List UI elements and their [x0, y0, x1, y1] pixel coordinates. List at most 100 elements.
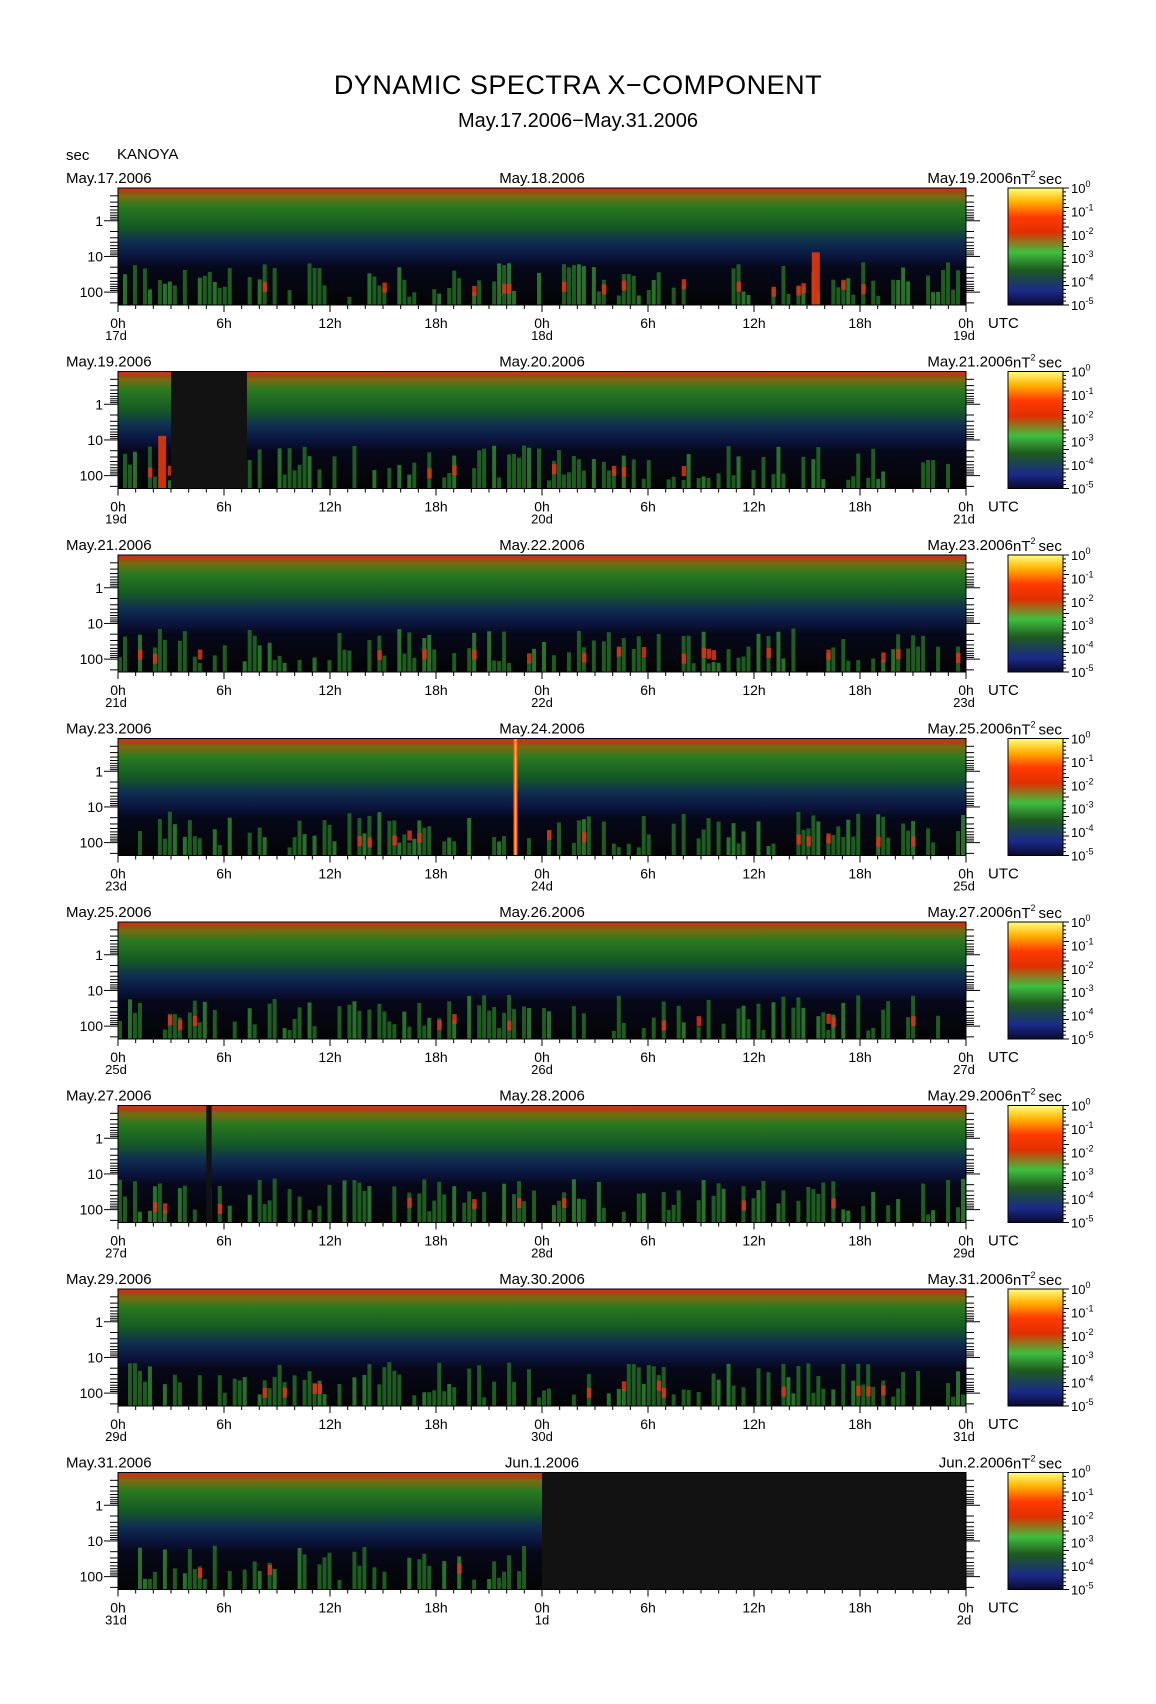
colorbar-tick-label: 10-3: [1071, 1534, 1093, 1551]
activity-burst-high: [437, 1020, 442, 1031]
activity-burst: [816, 1016, 821, 1039]
date-label-start: May.19.2006: [66, 354, 152, 371]
x-tick-label: 12h: [742, 682, 765, 698]
day-label-end: 29d: [953, 1246, 975, 1261]
activity-burst: [302, 1554, 307, 1590]
activity-burst: [502, 631, 507, 672]
activity-burst-high: [177, 1020, 183, 1031]
activity-burst: [606, 1393, 611, 1406]
activity-burst: [716, 1379, 721, 1406]
activity-burst: [172, 1374, 177, 1406]
activity-burst: [721, 1023, 726, 1039]
activity-burst: [786, 293, 791, 305]
activity-burst: [287, 1188, 292, 1223]
x-tick-label: 12h: [742, 1233, 765, 1249]
activity-burst: [257, 827, 262, 856]
activity-burst: [452, 270, 457, 305]
colorbar-tick-label: 10-1: [1071, 1303, 1093, 1320]
activity-burst: [212, 829, 217, 856]
activity-burst: [631, 1364, 636, 1406]
day-label-start: 29d: [105, 1429, 127, 1444]
activity-burst: [332, 841, 337, 856]
x-tick-label: 0h: [534, 866, 550, 882]
colorbar-tick-label: 100: [1071, 1280, 1090, 1297]
panel-top-band: [118, 738, 966, 743]
x-tick-label: 6h: [216, 1416, 232, 1432]
activity-burst: [447, 837, 452, 856]
activity-burst: [267, 1562, 272, 1590]
activity-burst: [492, 1007, 497, 1039]
activity-burst-high: [881, 652, 886, 663]
activity-burst: [492, 660, 497, 672]
activity-burst: [302, 834, 307, 856]
activity-burst: [532, 648, 537, 672]
activity-burst: [407, 296, 412, 305]
activity-burst: [382, 1011, 387, 1039]
activity-burst: [571, 842, 576, 856]
activity-burst: [177, 1188, 182, 1223]
spectrogram-panel: 1 10 100 0h 6h 12h 18h 0h 6h 12h 18h 0h UTC 23d 24d 25d…: [66, 720, 1093, 894]
activity-burst: [257, 449, 262, 489]
activity-burst-high: [681, 279, 687, 290]
activity-burst: [312, 657, 317, 672]
activity-burst-high: [806, 836, 811, 847]
activity-burst-high: [551, 464, 557, 475]
activity-burst: [122, 1196, 127, 1223]
x-axis-utc-label: UTC: [988, 315, 1019, 332]
activity-burst: [701, 476, 706, 489]
x-tick-label: 0h: [110, 1600, 126, 1616]
activity-burst: [551, 655, 556, 672]
activity-burst: [811, 815, 816, 856]
activity-burst: [377, 285, 382, 305]
colorbar-tick-label: 10-1: [1071, 936, 1093, 953]
activity-burst: [497, 1027, 502, 1039]
activity-burst: [666, 479, 671, 489]
activity-burst: [851, 836, 856, 856]
activity-burst: [906, 1017, 911, 1039]
activity-burst: [477, 280, 482, 305]
activity-burst: [621, 638, 626, 672]
activity-burst-high: [696, 1016, 702, 1027]
day-label-start: 21d: [105, 695, 127, 710]
activity-burst: [666, 1209, 671, 1223]
activity-burst: [252, 1024, 257, 1039]
activity-burst: [397, 1374, 402, 1406]
activity-burst: [571, 265, 576, 305]
activity-burst: [327, 660, 332, 672]
activity-burst-high: [661, 1387, 667, 1398]
activity-burst: [422, 827, 427, 856]
activity-burst: [382, 1571, 387, 1590]
activity-burst: [402, 279, 407, 305]
activity-burst: [636, 1367, 641, 1406]
activity-burst: [961, 1178, 966, 1223]
activity-burst: [611, 468, 616, 489]
activity-burst: [791, 1007, 796, 1039]
activity-burst: [641, 1383, 646, 1406]
activity-burst: [127, 999, 132, 1039]
day-label-start: 23d: [105, 879, 127, 894]
activity-burst: [337, 632, 342, 672]
activity-burst: [287, 290, 292, 305]
activity-burst: [512, 1194, 517, 1223]
colorbar-tick-label: 10-2: [1071, 960, 1093, 977]
activity-burst: [741, 1387, 746, 1406]
x-tick-label: 18h: [848, 682, 871, 698]
activity-burst: [936, 646, 941, 672]
activity-burst: [277, 448, 282, 489]
activity-burst: [412, 838, 417, 856]
activity-burst: [382, 1367, 387, 1406]
activity-burst: [137, 1002, 142, 1039]
day-label-mid: 1d: [535, 1613, 549, 1628]
date-label-end: May.21.2006: [927, 354, 1013, 371]
activity-burst: [926, 1214, 931, 1223]
activity-burst: [826, 652, 831, 672]
activity-burst: [177, 640, 182, 672]
day-label-mid: 28d: [531, 1246, 553, 1261]
activity-burst: [741, 291, 746, 305]
x-tick-label: 6h: [640, 866, 656, 882]
day-label-start: 27d: [105, 1246, 127, 1261]
activity-burst: [422, 1392, 427, 1406]
colorbar-tick-label: 10-3: [1071, 616, 1093, 633]
colorbar-tick-label: 10-2: [1071, 593, 1093, 610]
activity-burst: [841, 639, 846, 672]
